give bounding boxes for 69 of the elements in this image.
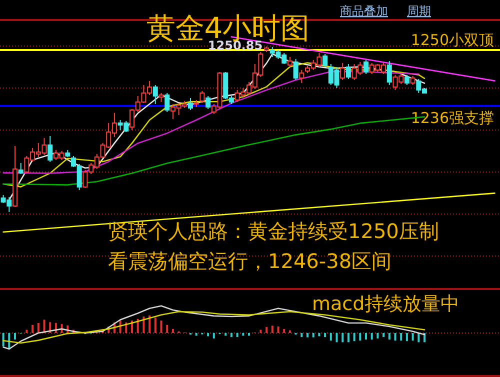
ref-line-label: 1250小双顶 <box>410 31 494 49</box>
bar <box>376 333 379 338</box>
bar <box>336 333 338 342</box>
candlestick <box>48 136 53 162</box>
annotation: 贤瑛个人思路：黄金持续受1250压制 <box>108 219 439 243</box>
bar <box>224 333 227 336</box>
text: 周期 <box>407 4 431 18</box>
candlestick <box>188 98 193 110</box>
candlestick <box>287 56 292 68</box>
bar <box>271 326 274 333</box>
bar <box>26 330 28 333</box>
bar <box>37 322 40 333</box>
bar <box>306 333 308 338</box>
bar <box>230 333 232 338</box>
bar <box>347 333 350 342</box>
bar <box>388 333 390 340</box>
bar <box>160 320 162 333</box>
bar <box>172 328 174 333</box>
bar <box>382 333 385 338</box>
bar <box>342 333 344 342</box>
bar <box>248 333 250 336</box>
bar <box>412 333 414 341</box>
candlestick <box>404 74 410 86</box>
bar <box>283 328 286 333</box>
bar <box>330 333 332 341</box>
candlestick <box>386 60 392 86</box>
bar <box>236 333 238 338</box>
bar <box>365 333 367 340</box>
bar <box>418 333 420 342</box>
bar <box>166 324 168 333</box>
ref-line-label: 1236强支撑 <box>410 109 494 127</box>
bar <box>277 326 280 333</box>
bar <box>394 333 396 341</box>
candlestick <box>200 90 205 104</box>
bar <box>353 333 356 342</box>
text: 商品叠加 <box>340 4 388 18</box>
bar <box>370 333 373 340</box>
annotation: macd持续放量中 <box>312 293 460 315</box>
bar <box>324 333 326 338</box>
bar <box>43 320 46 333</box>
annotation: 看震荡偏空运行，1246-38区间 <box>108 249 392 273</box>
bar <box>312 333 314 338</box>
bar <box>288 330 291 333</box>
candlestick <box>206 96 211 110</box>
candlestick <box>18 162 24 174</box>
bar <box>260 330 262 333</box>
candlestick <box>164 92 170 112</box>
bar <box>148 315 151 333</box>
candlestick <box>293 58 298 80</box>
candlestick <box>299 70 304 84</box>
candlestick <box>152 84 158 104</box>
bar <box>400 333 402 341</box>
bar <box>300 333 303 338</box>
bar <box>406 333 408 342</box>
bar <box>195 333 198 336</box>
bar <box>154 318 156 333</box>
candlestick <box>346 64 351 80</box>
bar <box>14 333 16 340</box>
bar <box>359 333 362 341</box>
bar <box>207 333 210 336</box>
bar <box>212 333 215 338</box>
bar <box>242 333 244 336</box>
candlestick <box>364 60 368 74</box>
candlestick <box>340 62 346 80</box>
bar <box>266 327 268 333</box>
bar <box>318 333 320 336</box>
candlestick <box>322 54 328 68</box>
bar <box>2 333 4 346</box>
bar <box>142 316 145 333</box>
